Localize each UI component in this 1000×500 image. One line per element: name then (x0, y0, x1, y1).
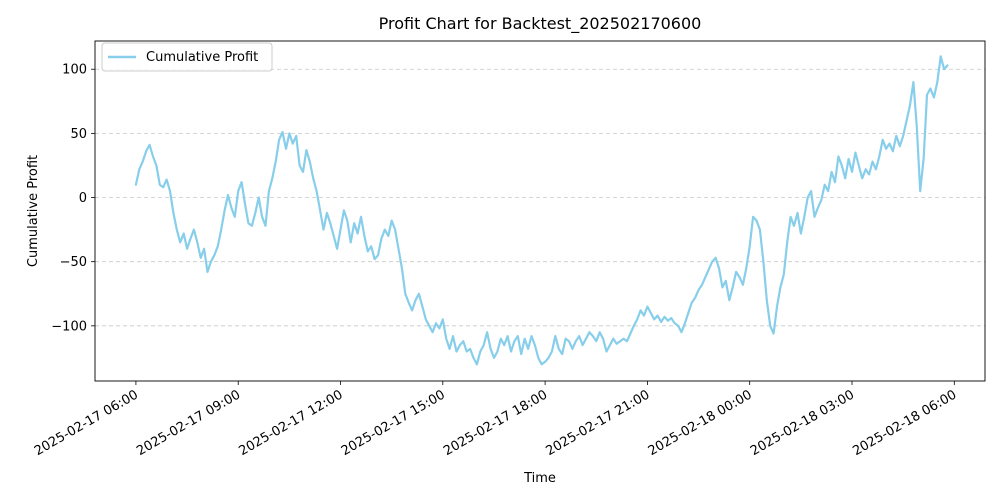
legend-label: Cumulative Profit (146, 50, 258, 65)
y-tick-label: −50 (60, 255, 87, 270)
y-tick-label: −100 (51, 319, 87, 334)
y-axis-title: Cumulative Profit (26, 155, 41, 267)
legend-box (101, 42, 273, 72)
legend: Cumulative Profit (101, 42, 273, 72)
axes (91, 40, 986, 385)
x-axis-title: Time (523, 471, 556, 486)
chart-title: Profit Chart for Backtest_202502170600 (379, 14, 702, 34)
series-line-cumulative-profit (134, 55, 949, 366)
series-layer (134, 55, 949, 366)
y-tick-label: 0 (79, 191, 87, 206)
y-tick-label: 100 (62, 63, 87, 78)
plot-frame (94, 40, 986, 382)
y-tick-label: 50 (70, 127, 87, 142)
